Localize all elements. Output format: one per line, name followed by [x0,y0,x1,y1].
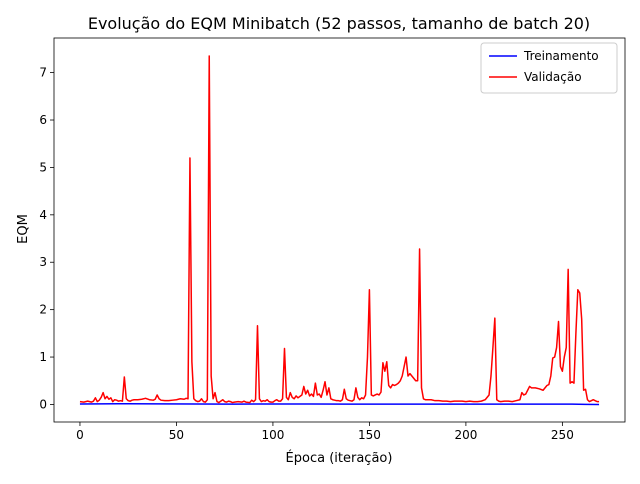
x-tick-label: 150 [358,428,381,442]
y-tick-label: 1 [39,350,47,364]
legend-label-0: Treinamento [523,49,599,63]
x-tick-label: 200 [454,428,477,442]
x-tick-label: 100 [261,428,284,442]
y-tick-label: 4 [39,208,47,222]
plot-area [53,37,626,423]
x-axis: 0 50 100 150 200 250 [76,422,574,442]
chart-title: Evolução do EQM Minibatch (52 passos, ta… [88,14,590,33]
x-tick-label: 0 [76,428,84,442]
series-line-1 [79,55,600,404]
legend-label-1: Validação [524,70,582,84]
y-tick-label: 0 [39,397,47,411]
y-tick-label: 7 [39,66,47,80]
y-tick-label: 2 [39,303,47,317]
y-axis: 0 1 2 3 4 5 6 7 [39,66,54,411]
x-tick-label: 50 [169,428,184,442]
legend: Treinamento Validação [480,42,618,94]
y-tick-label: 6 [39,113,47,127]
y-axis-label: EQM [16,214,31,244]
y-tick-label: 5 [39,160,47,174]
plot-frame [53,37,626,423]
y-tick-label: 3 [39,255,47,269]
x-tick-label: 250 [551,428,574,442]
series-line-0 [79,403,600,406]
x-axis-label: Época (iteração) [286,450,393,466]
